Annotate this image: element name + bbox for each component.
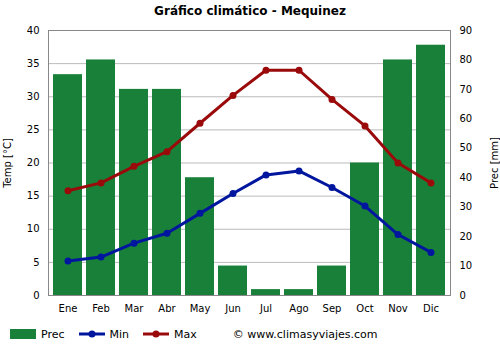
svg-text:Mar: Mar [125,303,145,314]
svg-text:10: 10 [27,223,40,234]
svg-text:May: May [190,303,211,314]
svg-text:35: 35 [27,58,40,69]
svg-text:40: 40 [460,172,473,183]
svg-text:Jun: Jun [224,303,241,314]
svg-text:Ago: Ago [289,303,308,314]
svg-text:80: 80 [460,54,473,65]
svg-text:Oct: Oct [356,303,373,314]
svg-text:30: 30 [460,201,473,212]
html-text:© www.climasyviajes.com: © www.climasyviajes.com [232,327,378,341]
svg-text:Feb: Feb [92,303,110,314]
svg-text:Temp [°C]: Temp [°C] [2,138,13,189]
svg-text:Jul: Jul [259,303,272,314]
svg-text:Abr: Abr [158,303,176,314]
svg-text:Nov: Nov [388,303,408,314]
svg-text:Dic: Dic [423,303,439,314]
svg-text:5: 5 [33,257,39,268]
svg-text:30: 30 [27,91,40,102]
svg-text:20: 20 [460,231,473,242]
html-text:Prec: Prec [41,327,65,341]
svg-text:0: 0 [460,290,466,301]
svg-text:20: 20 [27,157,40,168]
svg-text:50: 50 [460,142,473,153]
svg-text:90: 90 [460,25,473,36]
html-text:Min: Min [109,327,130,341]
svg-text:0: 0 [33,290,39,301]
svg-text:25: 25 [27,124,40,135]
svg-text:40: 40 [27,25,40,36]
svg-text:70: 70 [460,84,473,95]
svg-text:Prec [mm]: Prec [mm] [489,137,500,189]
svg-text:Sep: Sep [323,303,342,314]
svg-text:10: 10 [460,260,473,271]
html-text:Max: Max [174,327,197,341]
svg-text:60: 60 [460,113,473,124]
svg-text:Ene: Ene [59,303,78,314]
html-text:Gráfico climático - Mequinez: Gráfico climático - Mequinez [154,4,346,18]
svg-text:15: 15 [27,190,40,201]
